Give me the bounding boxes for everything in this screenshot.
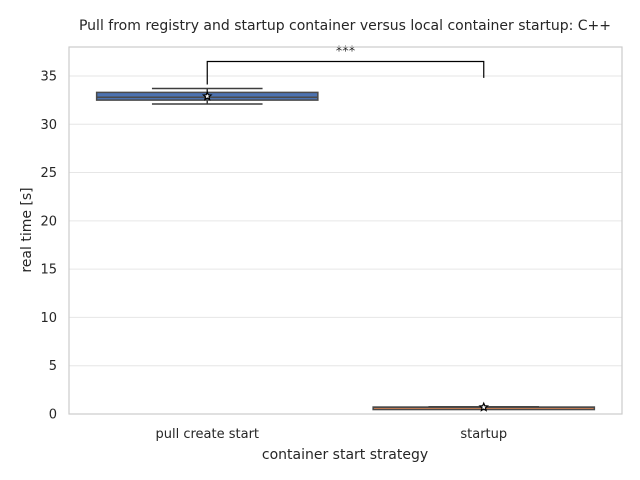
y-axis-ticks: 0 5 10 15 20 25 30 35 [40, 69, 57, 422]
significance-bracket [206, 60, 485, 85]
x-axis-label: container start strategy [262, 447, 428, 463]
y-tick-label: 20 [40, 214, 57, 229]
box-series [95, 87, 596, 412]
y-tick-label: 25 [40, 166, 57, 181]
y-tick-label: 10 [40, 311, 57, 326]
mean-marker [478, 401, 490, 412]
x-tick-label: pull create start [155, 427, 259, 442]
x-axis-ticks: pull create start startup [155, 427, 507, 442]
y-tick-label: 35 [40, 69, 57, 84]
plot-frame [68, 46, 623, 415]
chart-title: Pull from registry and startup container… [79, 18, 611, 34]
x-tick-label: startup [460, 427, 507, 442]
box-0 [95, 87, 319, 105]
y-tick-label: 5 [49, 359, 57, 374]
significance-annotation: *** [206, 44, 485, 85]
significance-label: *** [336, 44, 356, 59]
grid-lines [69, 75, 622, 415]
y-axis-label: real time [s] [19, 187, 35, 272]
box-1 [372, 401, 596, 412]
y-tick-label: 0 [49, 408, 57, 423]
y-tick-label: 15 [40, 263, 57, 278]
y-tick-label: 30 [40, 118, 57, 133]
mean-marker [201, 90, 213, 101]
